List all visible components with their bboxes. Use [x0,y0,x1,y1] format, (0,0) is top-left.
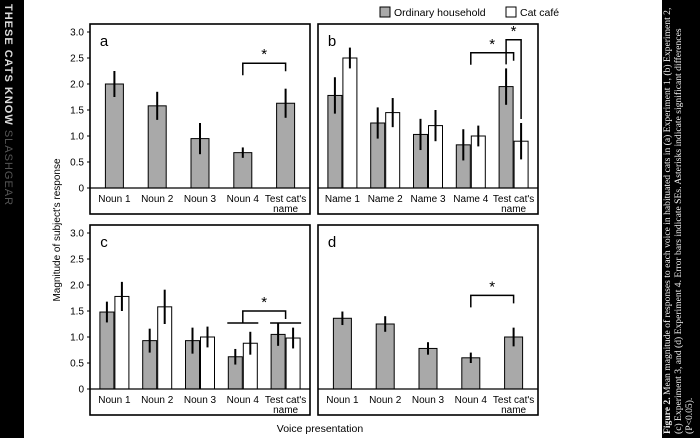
watermark-brand: SLASHGEAR [2,129,14,207]
bar [342,57,358,189]
panel-letter: c [100,234,108,251]
y-tick-label: 2.0 [70,281,84,292]
x-tick-label: Noun 4 [227,194,260,205]
significance-bracket [505,39,522,119]
bar [332,317,352,390]
y-tick-label: 2.0 [70,80,84,91]
x-tick-label: Name 4 [453,194,488,205]
y-tick-label: 1.0 [70,132,84,143]
x-tick-label: Test cat's [493,395,534,406]
bar [99,311,115,390]
significance-asterisk: * [261,46,267,63]
y-tick-label: 3.0 [70,28,84,39]
bar [233,152,253,189]
x-tick-label: Name 3 [410,194,445,205]
panel-frame [89,23,311,215]
watermark-text: THESE CATS KNOW SLASHGEAR [2,4,14,206]
x-tick-label: Test cat's [265,395,306,406]
x-tick-label: Noun 2 [369,395,402,406]
legend-swatch [505,6,517,18]
significance-bracket [242,62,287,76]
x-tick-label: Test cat's [265,194,306,205]
panel-frame [317,23,539,215]
significance-bracket [470,52,515,65]
caption-text: Mean magnitude of responses to each voic… [662,7,695,434]
y-tick-label: 0 [78,385,84,396]
legend-label: Ordinary household [394,7,486,19]
x-tick-label: name [501,405,526,416]
legend-swatch [379,6,391,18]
significance-asterisk: * [489,278,495,295]
x-tick-label: Noun 1 [326,395,359,406]
significance-asterisk: * [511,23,517,40]
x-tick-label: name [273,204,298,215]
x-tick-label: Noun 3 [184,194,217,205]
bar [104,83,124,189]
watermark-headline: THESE CATS KNOW [2,4,14,126]
y-axis-label: Magnitude of subject's response [52,158,63,302]
x-tick-label: Noun 4 [227,395,260,406]
significance-asterisk: * [261,294,267,311]
x-tick-label: Name 1 [325,194,360,205]
y-tick-label: 2.5 [70,255,84,266]
y-tick-label: 1.5 [70,307,84,318]
x-tick-label: Test cat's [493,194,534,205]
y-tick-label: 0 [78,184,84,195]
panel-letter: a [100,33,109,50]
legend-label: Cat café [520,7,559,19]
x-tick-label: Noun 3 [412,395,445,406]
y-tick-label: 3.0 [70,229,84,240]
figure-caption: Figure 2. Mean magnitude of responses to… [662,6,695,434]
bar [375,323,395,390]
panel-frame [317,224,539,416]
panel-letter: b [328,33,336,50]
y-tick-label: 0.5 [70,158,84,169]
y-tick-label: 0.5 [70,359,84,370]
x-tick-label: Noun 4 [455,395,488,406]
x-tick-label: Noun 2 [141,194,174,205]
x-tick-label: Noun 1 [98,395,131,406]
x-tick-label: Noun 1 [98,194,131,205]
significance-asterisk: * [489,36,495,53]
y-tick-label: 2.5 [70,54,84,65]
x-axis-label: Voice presentation [277,423,364,435]
x-tick-label: name [501,204,526,215]
x-tick-label: Name 2 [368,194,403,205]
figure: Ordinary household Cat café Magnitude of s… [24,0,662,438]
x-tick-label: Noun 2 [141,395,174,406]
watermark: THESE CATS KNOW SLASHGEAR [0,0,24,438]
panel-letter: d [328,234,336,251]
significance-bracket [470,294,515,308]
significance-bracket [242,310,287,323]
panel-frame [89,224,311,416]
x-tick-label: Noun 3 [184,395,217,406]
y-tick-label: 1.0 [70,333,84,344]
caption-label: Figure 2. [662,397,673,434]
y-tick-label: 1.5 [70,106,84,117]
x-tick-label: name [273,405,298,416]
